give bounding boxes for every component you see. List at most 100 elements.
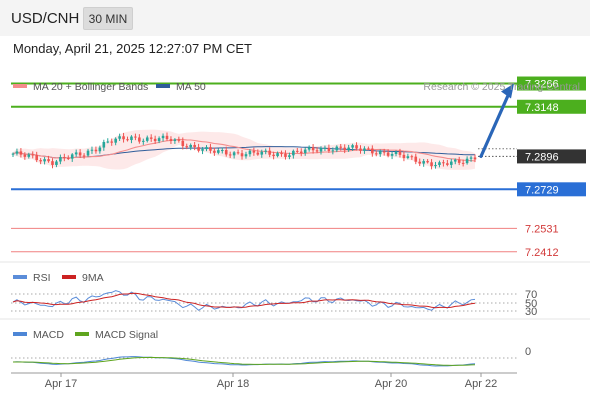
legend-swatch — [75, 332, 89, 336]
candle-body — [209, 147, 212, 151]
candle-body — [450, 161, 453, 165]
candle-body — [398, 151, 402, 155]
candle — [442, 159, 445, 167]
candle-body — [311, 147, 315, 151]
candle — [327, 144, 331, 153]
candle — [138, 134, 141, 144]
candle — [43, 157, 46, 165]
candle — [209, 143, 212, 154]
candle-body — [248, 150, 252, 155]
candle-body — [220, 150, 224, 152]
candle — [402, 151, 406, 162]
candle-body — [74, 152, 78, 155]
candle-body — [442, 162, 445, 164]
candle-body — [292, 150, 295, 156]
candle — [213, 147, 216, 156]
candle — [201, 146, 204, 155]
candle — [438, 160, 441, 168]
candle-body — [82, 155, 86, 157]
watermark-text: Research © 2025 Trading Central — [423, 81, 580, 93]
candle-body — [78, 152, 82, 156]
candle — [347, 144, 350, 152]
candle-body — [11, 153, 15, 155]
candle-body — [165, 135, 169, 140]
candle — [177, 136, 181, 143]
legend-label: 9MA — [82, 272, 104, 284]
candle — [280, 150, 283, 157]
candle-body — [106, 141, 110, 143]
candle-body — [264, 150, 268, 152]
macd-zero-label: 0 — [525, 346, 531, 358]
candle — [185, 143, 189, 150]
legend-label: MACD Signal — [95, 329, 158, 341]
candle-body — [153, 138, 157, 142]
candle-body — [66, 158, 70, 160]
candle-body — [351, 145, 354, 148]
legend-swatch — [13, 332, 27, 336]
candle — [70, 153, 74, 162]
candle — [256, 149, 260, 156]
legend-label: MACD — [33, 329, 64, 341]
timeframe-button[interactable]: 30 MIN — [83, 7, 133, 30]
candle — [355, 142, 358, 151]
candle-body — [260, 151, 264, 155]
candle — [90, 146, 94, 154]
candle — [47, 155, 50, 163]
candle — [205, 145, 208, 152]
candle-body — [465, 158, 469, 164]
candle — [292, 149, 295, 159]
candle-body — [406, 156, 410, 158]
candle-body — [410, 156, 414, 158]
candle — [386, 149, 390, 158]
candle — [181, 137, 185, 150]
candle — [51, 158, 54, 169]
candle-body — [355, 145, 358, 149]
candle — [446, 159, 449, 167]
candle-body — [181, 140, 185, 147]
candle-body — [27, 154, 31, 157]
candle — [450, 158, 453, 169]
candle-body — [268, 150, 271, 155]
symbol-title: USD/CNH — [11, 10, 80, 27]
candle — [82, 153, 86, 159]
candle-body — [363, 148, 366, 151]
level-tag-7.3148 — [517, 99, 586, 114]
candle — [268, 147, 271, 158]
candle-body — [122, 136, 125, 140]
candle — [284, 150, 287, 160]
candle — [126, 136, 129, 142]
candle — [110, 138, 114, 146]
candle — [86, 148, 90, 157]
candle — [149, 134, 153, 142]
candle — [469, 155, 473, 162]
candle — [303, 147, 307, 156]
candle — [430, 159, 433, 170]
candle — [394, 150, 398, 157]
candle — [374, 150, 378, 157]
candle — [232, 151, 236, 159]
candle-body — [19, 151, 23, 155]
candle — [114, 137, 117, 146]
candle — [78, 149, 82, 159]
legend-swatch — [13, 275, 27, 279]
candle-body — [315, 150, 319, 152]
rsi-level-label-30: 30 — [525, 306, 537, 318]
candle-body — [430, 162, 433, 167]
candle — [23, 152, 27, 160]
candle-body — [256, 152, 260, 155]
candle-body — [418, 161, 422, 164]
macd-line — [12, 356, 476, 367]
candle — [315, 147, 319, 154]
candle — [382, 148, 386, 156]
candle — [410, 154, 414, 160]
candle-body — [63, 157, 66, 159]
candle-body — [90, 149, 94, 151]
candle — [31, 151, 35, 159]
candle — [351, 143, 354, 151]
candle — [173, 138, 177, 144]
candle — [398, 148, 402, 158]
candle-body — [296, 150, 299, 152]
macd-signal-line — [13, 356, 476, 366]
candle — [11, 152, 15, 157]
candle-body — [169, 139, 173, 142]
